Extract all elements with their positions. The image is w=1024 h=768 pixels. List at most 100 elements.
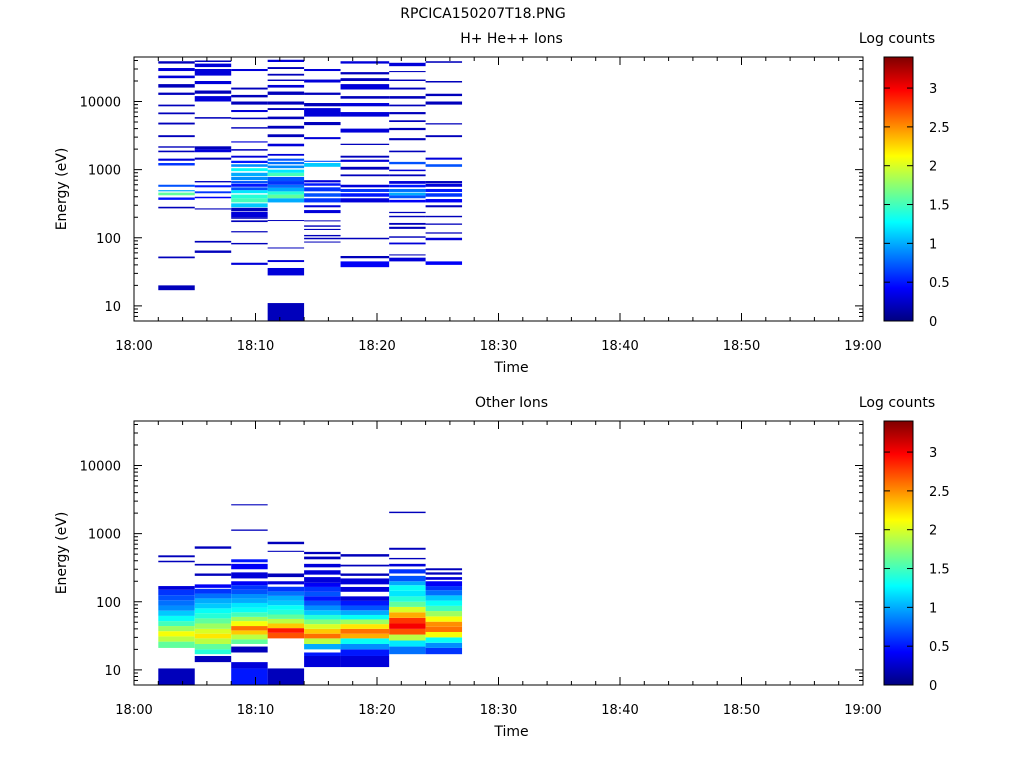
heatmap-cell (304, 137, 341, 140)
heatmap-cell (267, 668, 305, 685)
heatmap-cell (389, 222, 426, 225)
heatmap-cell (158, 92, 195, 95)
heatmap-cell (425, 123, 463, 125)
heatmap-cell (267, 194, 305, 199)
y-tick-label: 1000 (88, 164, 121, 179)
heatmap-cell (267, 191, 305, 195)
colorbar-gradient (883, 420, 914, 686)
heatmap-cell (231, 168, 268, 172)
heatmap-cell (389, 547, 426, 550)
heatmap-cell (340, 655, 390, 668)
heatmap-cell (340, 554, 390, 557)
y-axis-label: Energy (eV) (54, 512, 70, 595)
heatmap-cell (340, 605, 390, 611)
heatmap-cell (389, 257, 426, 262)
heatmap-cell (231, 220, 268, 223)
heatmap-cell (389, 640, 426, 647)
heatmap-cell (194, 208, 232, 210)
y-axis-label: Energy (eV) (54, 148, 70, 231)
heatmap-cell (304, 586, 341, 592)
y-tick-label: 1000 (88, 528, 121, 543)
heatmap-cell (304, 551, 341, 555)
heatmap-cell (158, 122, 195, 125)
colorbar-tick-label: 0.5 (929, 276, 950, 291)
y-tick-label: 10000 (80, 96, 121, 111)
heatmap-cell (340, 174, 390, 177)
heatmap-cell (389, 127, 426, 131)
heatmap-cell (389, 169, 426, 172)
heatmap-cell (158, 626, 195, 632)
heatmap-cell (231, 155, 268, 158)
heatmap-cell (231, 172, 268, 177)
y-tick-label: 100 (96, 232, 121, 247)
heatmap-cell (425, 199, 463, 203)
heatmap-cell (304, 163, 341, 167)
heatmap-cell (194, 181, 232, 183)
heatmap-cell (267, 84, 305, 88)
heatmap-cell (340, 155, 390, 158)
heatmap-cell (194, 584, 232, 588)
heatmap-cell (194, 117, 232, 119)
heatmap-cell (389, 634, 426, 641)
heatmap-cell (158, 621, 195, 627)
heatmap-cell (231, 94, 268, 98)
heatmap-cell (340, 596, 390, 601)
heatmap-cell (340, 638, 390, 644)
heatmap-cell (340, 188, 390, 192)
heatmap-cell (389, 71, 426, 73)
heatmap-cell (389, 606, 426, 613)
heatmap-cell (389, 138, 426, 141)
heatmap-cell (158, 256, 195, 259)
heatmap-cell (340, 72, 390, 75)
heatmap-cell (389, 590, 426, 597)
heatmap-cell (194, 96, 232, 102)
heatmap-cell (231, 231, 268, 233)
heatmap-cell (158, 104, 195, 107)
heatmap-cell (389, 195, 426, 199)
x-tick-label: 18:10 (237, 339, 274, 354)
heatmap-cell (231, 563, 268, 570)
heatmap-cell (304, 180, 341, 183)
heatmap-cell (194, 613, 232, 619)
x-tick-label: 18:00 (115, 703, 152, 718)
heatmap-cell (425, 590, 463, 596)
heatmap-cell (304, 205, 341, 208)
heatmap-cell (267, 600, 305, 606)
x-tick-label: 18:30 (480, 703, 517, 718)
heatmap-cell (231, 602, 268, 608)
heatmap-cell (267, 73, 305, 76)
heatmap-cell (425, 61, 463, 63)
heatmap-cell (389, 242, 426, 245)
heatmap-cell (267, 618, 305, 624)
heatmap-cell (340, 198, 390, 203)
heatmap-cell (231, 203, 268, 208)
heatmap-cell (340, 573, 390, 576)
heatmap-cell (267, 550, 305, 552)
heatmap-cell (231, 607, 268, 613)
colorbar-tick-label: 0 (929, 679, 937, 694)
heatmap-cell (340, 193, 390, 197)
heatmap-cell (158, 555, 195, 558)
heatmap-cell (340, 600, 390, 606)
heatmap-cell (231, 127, 268, 129)
heatmap-cell (158, 206, 195, 209)
heatmap-cell (425, 642, 463, 648)
heatmap-cell (304, 237, 341, 240)
x-tick-label: 18:00 (115, 339, 152, 354)
heatmap-cell (267, 623, 305, 629)
heatmap-cell (158, 631, 195, 637)
colorbar: 0 0.5 1 1.5 2 2.5 3 Log counts (859, 395, 950, 694)
heatmap-cell (267, 59, 305, 63)
heatmap-cell (425, 193, 463, 197)
heatmap-cell (231, 572, 268, 579)
heatmap-cell (304, 591, 341, 597)
heatmap-cell (340, 61, 390, 64)
heatmap-cell (231, 626, 268, 631)
heatmap-cells (158, 59, 463, 321)
x-tick-label: 19:00 (844, 339, 881, 354)
heatmap-cell (158, 285, 195, 291)
heatmap-cell (340, 184, 390, 188)
heatmap-cell (389, 646, 426, 655)
colorbar-tick-label: 1.5 (929, 563, 950, 578)
